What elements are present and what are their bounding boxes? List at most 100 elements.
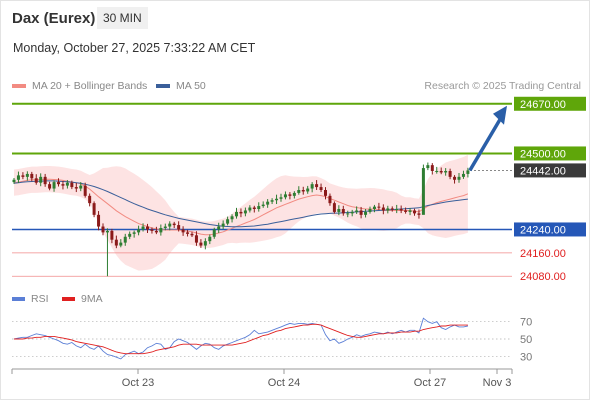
candle-body <box>83 185 87 196</box>
candle-body <box>350 211 354 214</box>
candle-body <box>346 213 350 215</box>
candle-body <box>297 190 301 193</box>
candle-body <box>315 184 319 188</box>
candle-body <box>43 176 47 185</box>
candle-body <box>52 182 56 189</box>
price-label-last-2: 24442.00 <box>520 165 566 177</box>
candle-body <box>186 232 190 234</box>
price-tag-resistance-1 <box>514 146 586 161</box>
candle-body <box>239 211 243 214</box>
candle-body <box>359 210 363 215</box>
candle-body <box>128 233 132 237</box>
price-label-target-5: 24080.00 <box>520 271 566 283</box>
candle-body <box>279 197 283 199</box>
candle-body <box>141 226 145 230</box>
legend-item-bollinger: MA 20 + Bollinger Bands <box>12 80 147 92</box>
candle-body <box>430 165 434 171</box>
candle-body <box>114 239 118 246</box>
candle-body <box>332 203 336 212</box>
legend-label-ma50: MA 50 <box>176 80 206 92</box>
candle-body <box>461 173 465 177</box>
candle-body <box>132 232 136 234</box>
candle-body <box>448 171 452 177</box>
candle-body <box>381 207 385 211</box>
candle-body <box>70 182 74 188</box>
candle-body <box>119 242 123 246</box>
candle-body <box>372 206 376 209</box>
datetime-label: Monday, October 27, 2025 7:33:22 AM CET <box>13 41 256 55</box>
candle-body <box>172 223 176 226</box>
candle-body <box>292 192 296 196</box>
candle-body <box>408 210 412 212</box>
rsi-tick-label-2: 30 <box>520 351 532 363</box>
candle-body <box>439 171 443 173</box>
candle-body <box>194 235 198 243</box>
candle-body <box>275 198 279 201</box>
candle-body <box>146 226 149 230</box>
rsi-tick-label-0: 70 <box>520 317 532 329</box>
candle-body <box>226 219 230 224</box>
credit-text: Research © 2025 Trading Central <box>424 80 581 92</box>
legend-label-rsi: RSI <box>31 293 49 305</box>
candle-body <box>466 170 470 174</box>
timeframe-button[interactable]: 30 MIN <box>97 7 148 29</box>
price-tag-last-2 <box>514 163 586 178</box>
candle-body <box>306 188 310 192</box>
candle-body <box>319 187 323 190</box>
price-label-support-3: 24240.00 <box>520 224 566 236</box>
candle-body <box>301 190 305 192</box>
candle-body <box>97 214 101 227</box>
candle-body <box>79 185 83 189</box>
candle-body <box>221 223 225 227</box>
candle-body <box>377 206 381 208</box>
rsi-tick-label-1: 50 <box>520 334 532 346</box>
candle-body <box>92 203 96 215</box>
candle-body <box>48 184 52 189</box>
candle-body <box>413 210 416 214</box>
candle-body <box>417 213 421 215</box>
candle-body <box>168 223 172 227</box>
candle-body <box>337 209 341 212</box>
candle-body <box>457 176 461 180</box>
candle-body <box>57 182 60 185</box>
candle-body <box>257 206 261 209</box>
candle-body <box>65 182 69 186</box>
candle-body <box>453 176 457 180</box>
candle-body <box>154 230 158 233</box>
candle-body <box>34 178 38 183</box>
candle-body <box>288 194 292 196</box>
rsi-line <box>13 317 468 360</box>
candle-body <box>235 211 238 217</box>
candle-body <box>243 210 247 214</box>
candle-body <box>88 195 92 204</box>
price-label-target-4: 24160.00 <box>520 248 566 260</box>
candle-body <box>341 209 345 214</box>
candle-body <box>16 175 20 180</box>
rsi-9ma-line <box>14 323 468 355</box>
candle-body <box>324 190 327 196</box>
price-tag-resistance-0 <box>514 96 586 111</box>
x-tick-label-3: Nov 3 <box>483 377 512 389</box>
candle-body <box>283 194 287 198</box>
candle-body <box>163 226 167 228</box>
candle-body <box>177 225 181 230</box>
candle-body <box>395 209 399 210</box>
price-label-resistance-1: 24500.00 <box>520 148 566 160</box>
candle-body <box>199 242 203 246</box>
candle-body <box>386 208 390 211</box>
candle-body <box>426 165 430 169</box>
candle-body <box>208 236 212 242</box>
candle-body <box>390 208 394 210</box>
x-tick-label-2: Oct 27 <box>414 377 446 389</box>
price-tag-support-3 <box>514 222 586 237</box>
candle-body <box>364 211 368 215</box>
x-tick-label-0: Oct 23 <box>122 377 154 389</box>
candle-body <box>30 173 34 179</box>
candle-body <box>217 226 221 230</box>
candle-body <box>21 175 25 177</box>
candle-body <box>159 228 163 233</box>
candle-body <box>39 176 43 183</box>
forecast-arrow-shaft <box>468 116 503 172</box>
candle-body <box>270 200 274 202</box>
